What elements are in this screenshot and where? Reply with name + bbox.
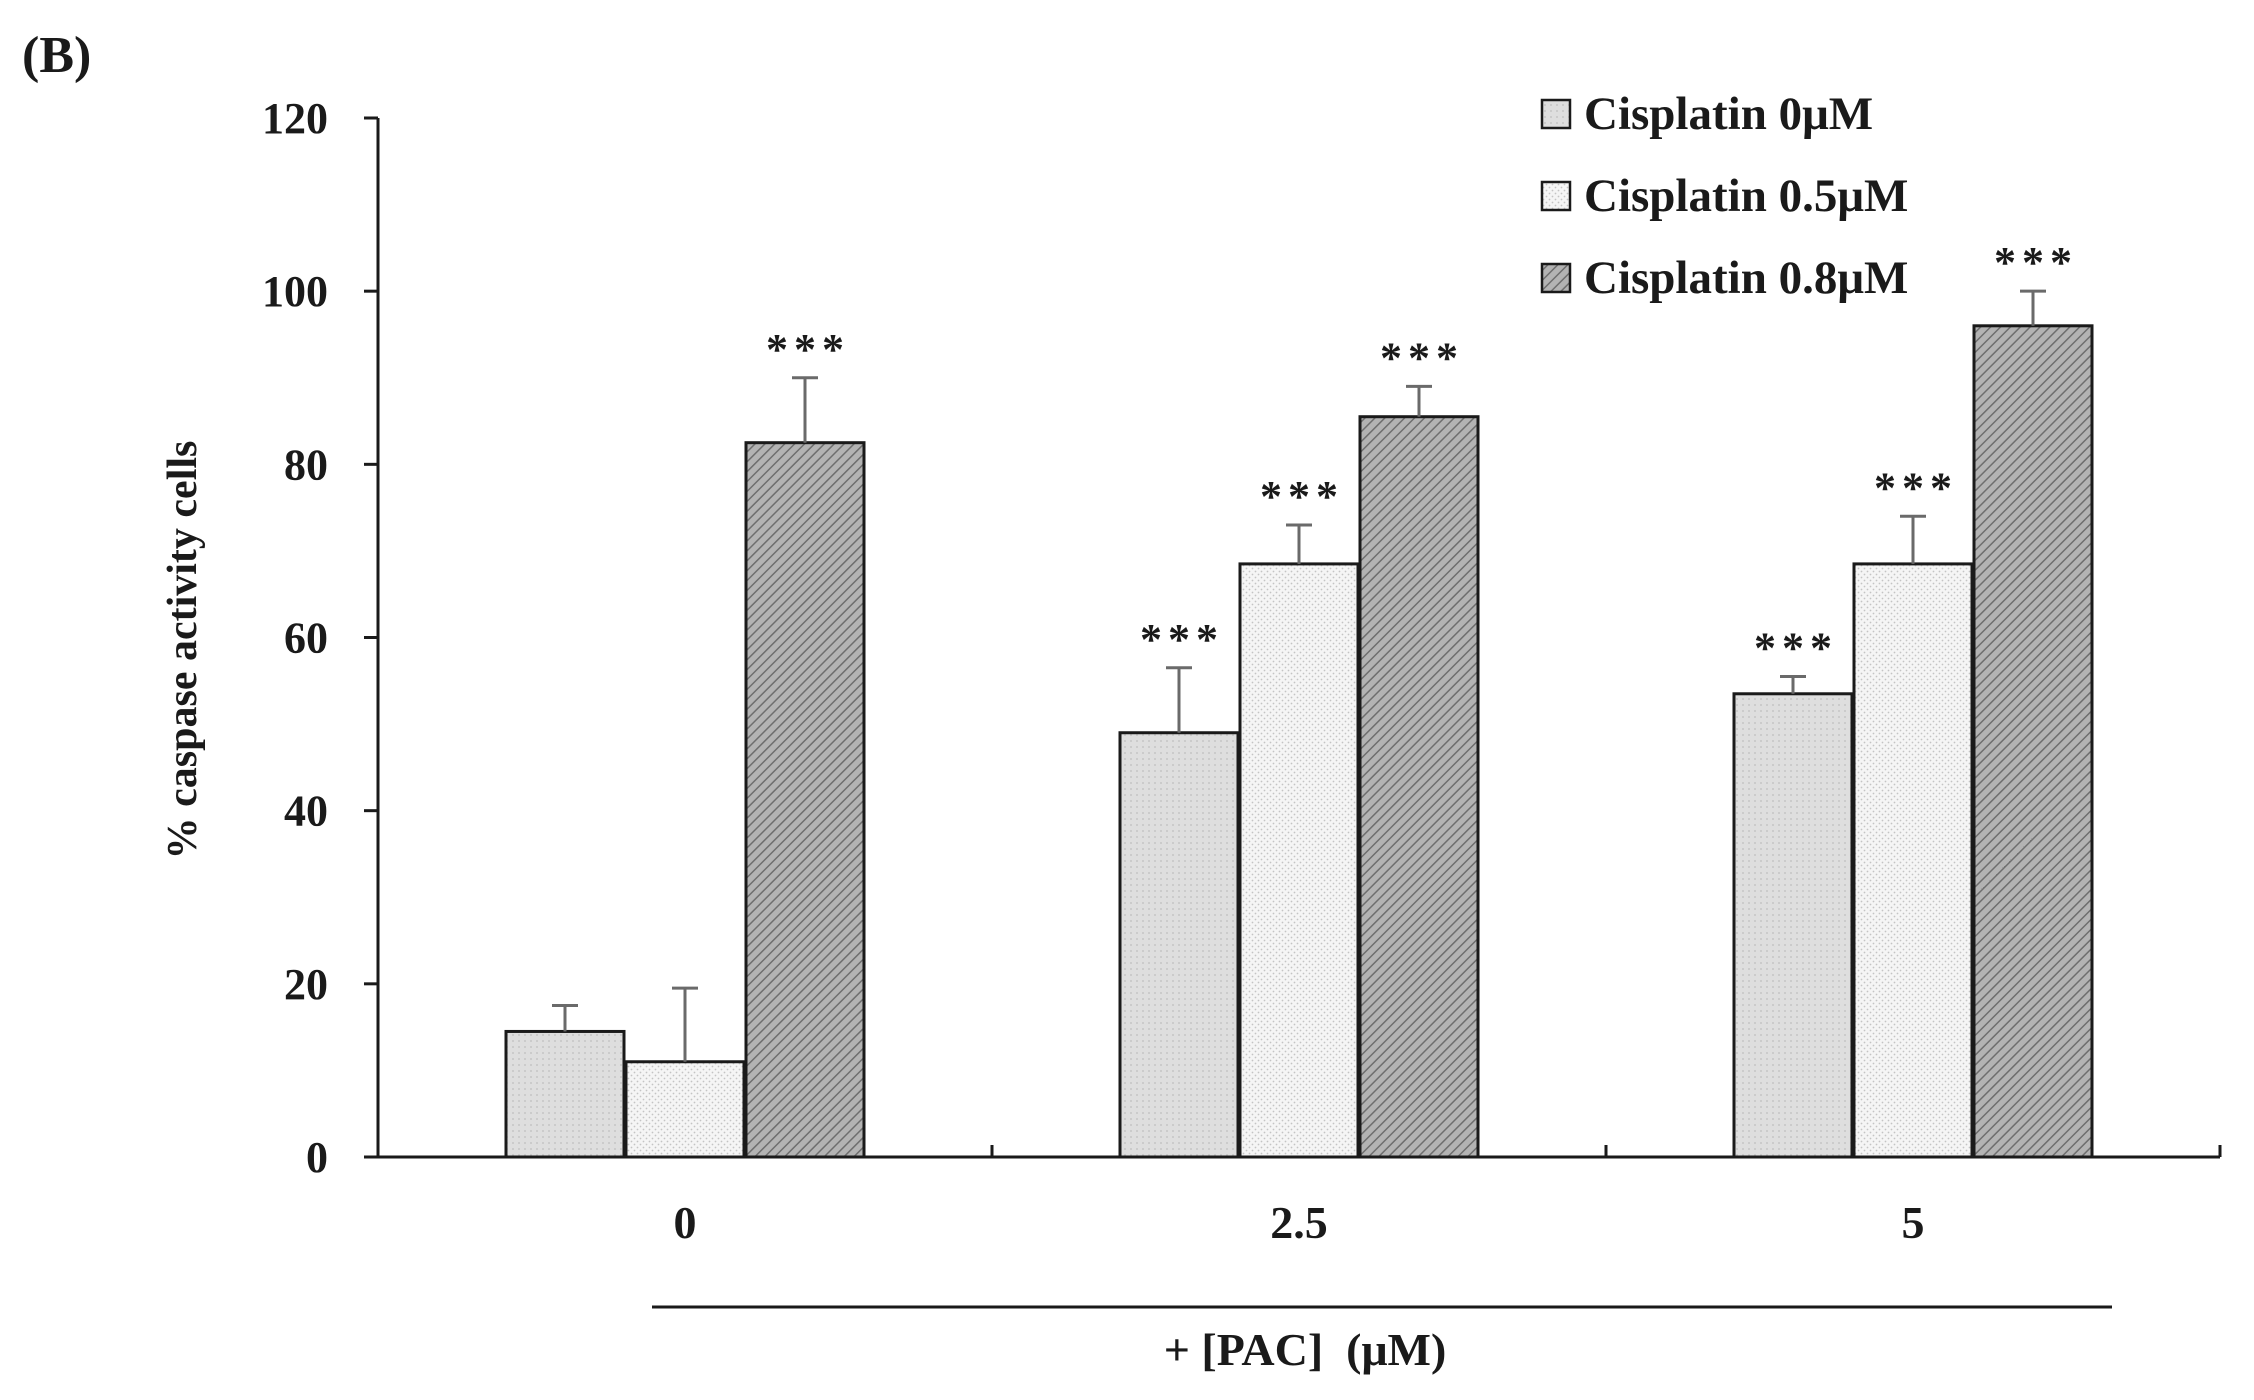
bar-s1-c2 [1852, 562, 1974, 1159]
panel-label: (B) [22, 27, 91, 84]
significance-s2-c0: *** [766, 325, 850, 374]
bars-layer [504, 324, 2094, 1159]
bar-s2-c2 [1972, 324, 2094, 1159]
legend-item-1: Cisplatin 0.5μM [1540, 170, 1908, 222]
y-tick-label-4: 80 [284, 440, 328, 489]
x-axis-label: + [PAC] (μM) [1164, 1324, 1447, 1375]
y-tick-label-2: 40 [284, 787, 328, 836]
y-ticks: 0 20 40 60 80 100 120 [262, 94, 378, 1182]
x-category-label-1: 2.5 [1270, 1197, 1328, 1248]
legend-swatch-1 [1540, 180, 1572, 212]
y-tick-label-0: 0 [306, 1133, 328, 1182]
legend-swatch-0 [1540, 98, 1572, 130]
legend: Cisplatin 0μM Cisplatin 0.5μM Cisplatin … [1540, 88, 1908, 304]
legend-label-1: Cisplatin 0.5μM [1584, 170, 1908, 222]
y-tick-label-5: 100 [262, 267, 328, 316]
legend-label-2: Cisplatin 0.8μM [1584, 252, 1908, 304]
bar-s0-c1 [1118, 731, 1240, 1159]
legend-item-0: Cisplatin 0μM [1540, 88, 1873, 140]
bar-s2-c1 [1358, 415, 1480, 1159]
significance-s2-c1: *** [1380, 333, 1464, 382]
legend-item-2: Cisplatin 0.8μM [1540, 252, 1908, 304]
bar-s1-c0 [624, 1060, 746, 1159]
bar-s2-c0 [744, 441, 866, 1159]
y-tick-label-3: 60 [284, 614, 328, 663]
legend-swatch-2 [1540, 262, 1572, 294]
x-category-label-2: 5 [1902, 1197, 1925, 1248]
significance-s1-c2: *** [1874, 463, 1958, 512]
bar-s1-c1 [1238, 562, 1360, 1159]
significance-s1-c1: *** [1260, 472, 1344, 521]
significance-s0-c1: *** [1140, 615, 1224, 664]
x-ticks: 0 2.5 5 [674, 1145, 2222, 1248]
y-tick-label-6: 120 [262, 94, 328, 143]
legend-label-0: Cisplatin 0μM [1584, 88, 1873, 140]
error-bars-layer [552, 289, 2046, 1062]
y-axis-label: % caspase activity cells [160, 441, 206, 860]
significance-layer: *** *** *** *** *** *** *** [766, 238, 2078, 672]
significance-s2-c2: *** [1994, 238, 2078, 287]
x-category-label-0: 0 [674, 1197, 697, 1248]
y-tick-label-1: 20 [284, 960, 328, 1009]
significance-s0-c2: *** [1754, 623, 1838, 672]
bar-s0-c2 [1732, 692, 1854, 1159]
bar-s0-c0 [504, 1029, 626, 1159]
